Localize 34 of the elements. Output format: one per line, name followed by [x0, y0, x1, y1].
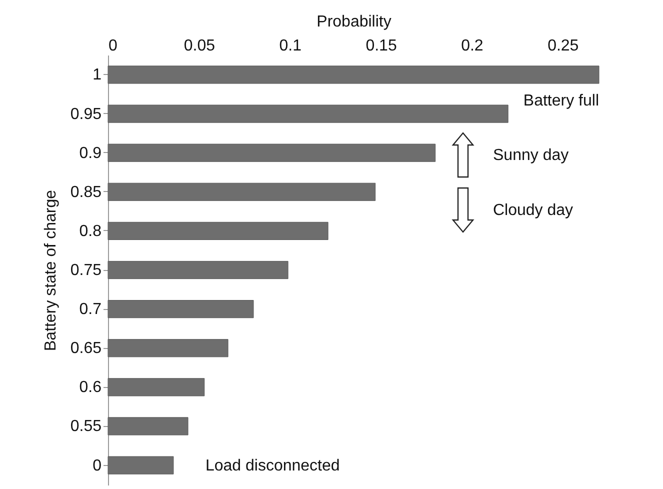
y-tick-label: 0.7	[79, 301, 102, 318]
y-tick-label: 0.8	[79, 222, 102, 240]
annotation: Cloudy day	[493, 202, 574, 219]
bar	[108, 260, 288, 280]
bar	[108, 144, 436, 162]
bar	[108, 66, 600, 84]
bar	[108, 378, 205, 396]
y-axis-title: Battery state of charge	[42, 190, 60, 351]
y-tick-label: 0.9	[79, 144, 102, 162]
bar	[108, 456, 174, 474]
y-tick-label: 1	[92, 66, 102, 84]
y-tick-label: 0.55	[70, 418, 102, 436]
annotation: Battery full	[523, 92, 599, 110]
annotation: Load disconnected	[205, 457, 340, 474]
y-tick-label: 0	[92, 457, 102, 474]
bar	[108, 222, 328, 240]
y-tick-label: 0.95	[70, 106, 102, 123]
bar	[108, 300, 254, 318]
y-tick-label: 0.65	[70, 340, 102, 358]
y-tick-label: 0.75	[70, 262, 102, 279]
annotation: Sunny day	[493, 147, 569, 164]
y-tick-label: 0.85	[70, 184, 102, 201]
bar	[108, 417, 188, 436]
x-tick-label: 0.15	[366, 38, 397, 54]
y-tick-label: 0.6	[79, 379, 102, 396]
bar	[108, 339, 228, 358]
bar	[108, 182, 376, 201]
x-tick-label: 0.1	[279, 38, 302, 54]
x-tick-label: 0	[108, 38, 118, 54]
x-tick-label: 0.25	[548, 38, 579, 54]
bar	[108, 104, 508, 123]
x-tick-label: 0.2	[461, 38, 484, 54]
x-tick-label: 0.05	[184, 38, 216, 54]
x-axis-title: Probability	[316, 14, 392, 30]
